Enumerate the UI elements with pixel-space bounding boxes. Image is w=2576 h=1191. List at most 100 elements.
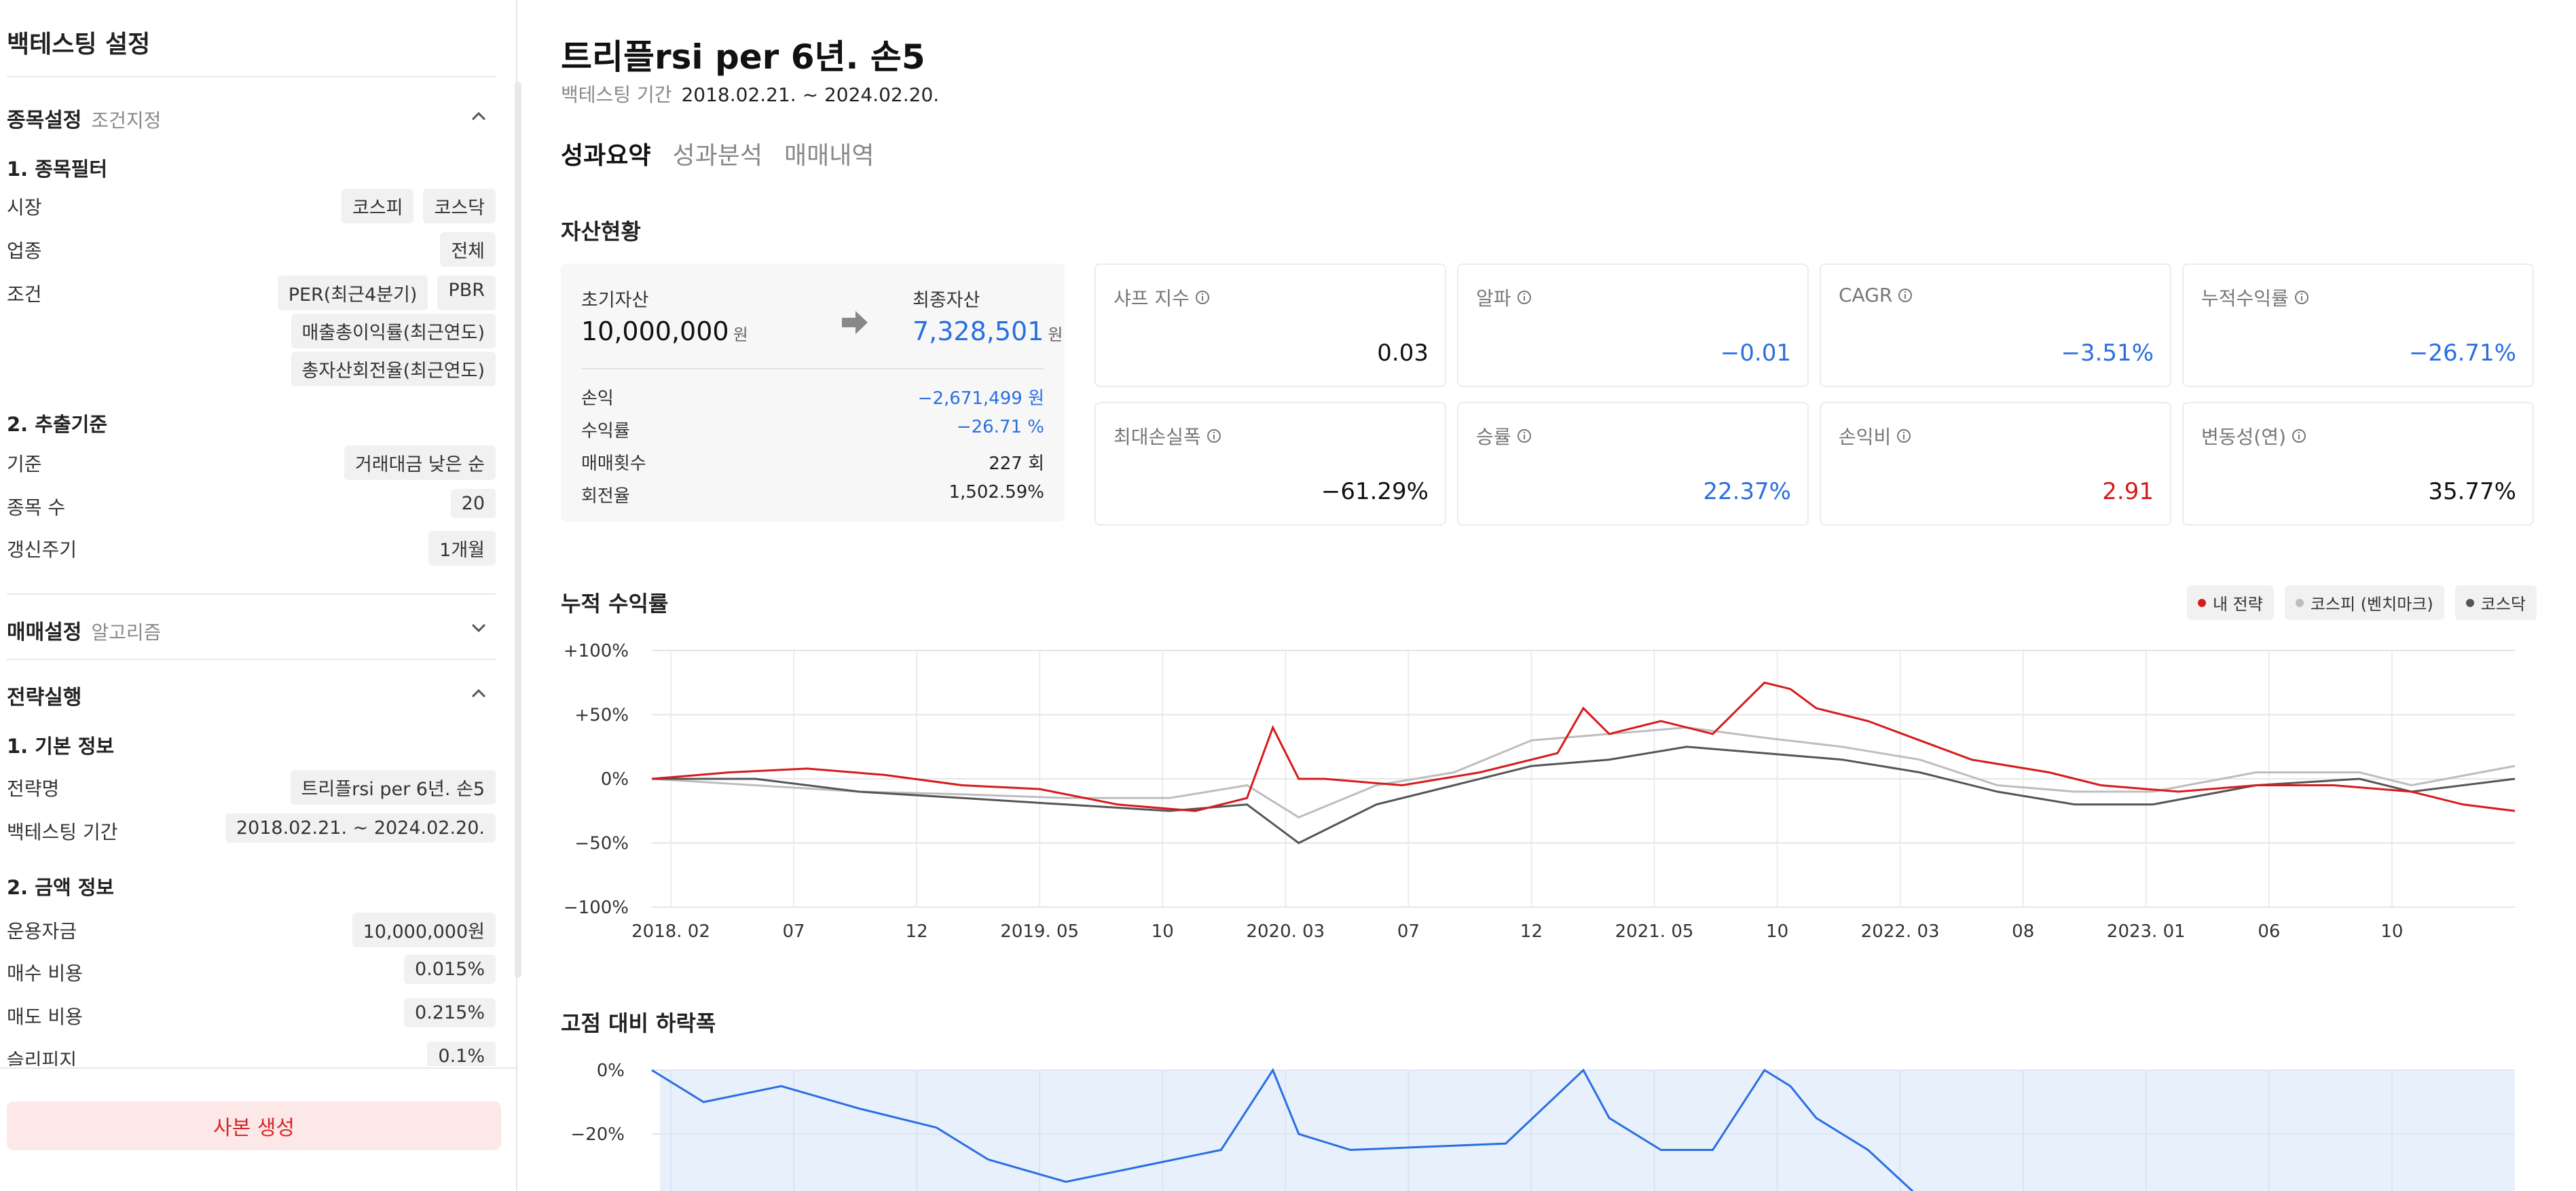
divider bbox=[7, 76, 496, 77]
stat-value: 22.37% bbox=[1703, 478, 1791, 505]
x-tick-label: 10 bbox=[1152, 921, 1174, 942]
asset-row-trades: 매매횟수 227 회 bbox=[581, 454, 1044, 474]
legend-label: 코스닥 bbox=[2480, 595, 2526, 614]
stat-value: −0.01 bbox=[1720, 340, 1791, 367]
final-asset-value: 7,328,501 원 bbox=[913, 316, 1063, 346]
basis-chip: 거래대금 낮은 순 bbox=[344, 445, 496, 480]
stat-card: 누적수익률 −26.71% bbox=[2182, 263, 2534, 387]
section-stock-title: 종목설정 bbox=[7, 109, 82, 132]
x-tick-label: 06 bbox=[2258, 921, 2280, 942]
basis-label: 기준 bbox=[7, 453, 42, 475]
stat-label-text: 승률 bbox=[1476, 426, 1511, 448]
refresh-cycle-label: 갱신주기 bbox=[7, 538, 77, 561]
info-icon[interactable] bbox=[2294, 290, 2309, 305]
info-icon[interactable] bbox=[1517, 290, 1532, 305]
x-tick-label: 2020. 03 bbox=[1246, 921, 1325, 942]
legend-dot bbox=[2465, 598, 2474, 607]
x-tick-label: 2021. 05 bbox=[1615, 921, 1694, 942]
cumulative-return-chart: +100% +50% 0% −50% −100%2018. 02 07 12 2019. 05… bbox=[564, 641, 2516, 942]
stat-label: CAGR bbox=[1839, 284, 1913, 306]
x-tick-label: 2018. 02 bbox=[631, 921, 710, 942]
legend-item[interactable]: 코스닥 bbox=[2454, 585, 2537, 620]
section-trade-title: 매매설정 bbox=[7, 621, 82, 644]
condition-label: 조건 bbox=[7, 283, 42, 306]
stat-card: 변동성(연) 35.77% bbox=[2182, 402, 2534, 526]
chevron-down-icon[interactable] bbox=[468, 618, 489, 638]
divider bbox=[7, 593, 496, 595]
info-icon[interactable] bbox=[1896, 428, 1911, 443]
section-trade-header[interactable]: 매매설정 알고리즘 bbox=[7, 615, 161, 645]
stat-value: −26.71% bbox=[2408, 340, 2516, 367]
sell-cost-chip: 0.215% bbox=[404, 998, 496, 1027]
x-tick-label: 10 bbox=[2380, 921, 2403, 942]
stat-label: 손익비 bbox=[1839, 422, 1911, 450]
stat-value: 35.77% bbox=[2428, 478, 2516, 505]
legend-dot bbox=[2197, 598, 2206, 607]
section-exec-header[interactable]: 전략실행 bbox=[7, 680, 81, 710]
stat-label-text: 누적수익률 bbox=[2201, 287, 2289, 310]
period-value: 2018.02.21. ~ 2024.02.20. bbox=[681, 84, 940, 106]
legend-item[interactable]: 코스피 (벤치마크) bbox=[2284, 585, 2444, 620]
chart-legend: 내 전략 코스피 (벤치마크) 코스닥 bbox=[2186, 585, 2537, 620]
initial-asset-label: 초기자산 bbox=[581, 290, 649, 311]
x-tick-label: 07 bbox=[783, 921, 805, 942]
stat-card: 알파 −0.01 bbox=[1457, 263, 1809, 387]
tab-trades[interactable]: 매매내역 bbox=[784, 142, 875, 170]
refresh-cycle-chip: 1개월 bbox=[428, 531, 496, 566]
buy-cost-label: 매수 비용 bbox=[7, 962, 83, 985]
sidebar-scroll-area[interactable]: 백테스팅 설정 종목설정 조건지정 1. 종목필터 시장 코스피 코스닥 업종 전… bbox=[0, 0, 516, 1066]
stat-card: CAGR −3.51% bbox=[1820, 263, 2171, 387]
page-title: 트리플rsi per 6년. 손5 bbox=[561, 37, 925, 77]
sidebar-title: 백테스팅 설정 bbox=[7, 31, 151, 58]
info-icon[interactable] bbox=[1517, 428, 1532, 443]
stock-count-chip: 20 bbox=[450, 489, 496, 518]
series-line bbox=[652, 746, 2516, 845]
legend-dot bbox=[2295, 598, 2304, 607]
y-tick-label: 0% bbox=[601, 769, 629, 790]
condition-chip-per: PER(최근4분기) bbox=[277, 276, 428, 310]
divider bbox=[0, 1067, 516, 1069]
industry-chip: 전체 bbox=[440, 232, 496, 267]
chevron-up-icon[interactable] bbox=[468, 683, 489, 703]
info-icon[interactable] bbox=[2292, 428, 2306, 443]
y-tick-label: −20% bbox=[570, 1124, 625, 1145]
condition-chip-pbr: PBR bbox=[437, 276, 496, 310]
legend-label: 내 전략 bbox=[2212, 595, 2263, 614]
info-icon[interactable] bbox=[1195, 290, 1210, 305]
drawdown-line bbox=[651, 1067, 1914, 1191]
info-icon[interactable] bbox=[1898, 288, 1913, 303]
x-tick-label: 12 bbox=[906, 921, 928, 942]
chevron-up-icon[interactable] bbox=[468, 106, 489, 126]
cumulative-return-title: 누적 수익률 bbox=[561, 591, 669, 617]
tab-summary[interactable]: 성과요약 bbox=[561, 142, 651, 170]
backtest-period-chip: 2018.02.21. ~ 2024.02.20. bbox=[225, 813, 496, 843]
stock-count-label: 종목 수 bbox=[7, 496, 66, 519]
tab-analysis[interactable]: 성과분석 bbox=[672, 142, 762, 170]
info-icon[interactable] bbox=[1207, 428, 1221, 443]
capital-label: 운용자금 bbox=[7, 920, 77, 942]
copy-button[interactable]: 사본 생성 bbox=[7, 1101, 501, 1150]
stat-card: 손익비 2.91 bbox=[1820, 402, 2171, 526]
sidebar-scrollbar[interactable] bbox=[515, 81, 521, 978]
stat-value: 0.03 bbox=[1377, 340, 1429, 367]
section-stock-subtitle: 조건지정 bbox=[91, 109, 162, 132]
y-tick-label: −50% bbox=[574, 834, 629, 854]
buy-cost-chip: 0.015% bbox=[404, 955, 496, 984]
tab-bar: 성과요약 성과분석 매매내역 bbox=[561, 136, 874, 171]
initial-asset-value: 10,000,000 원 bbox=[581, 316, 748, 346]
stat-label-text: 최대손실폭 bbox=[1114, 426, 1201, 448]
y-tick-label: +50% bbox=[574, 706, 629, 726]
stat-card: 승률 22.37% bbox=[1457, 402, 1809, 526]
slippage-chip: 0.1% bbox=[427, 1042, 496, 1066]
series-line bbox=[651, 726, 2516, 819]
amount-info-title: 2. 금액 정보 bbox=[7, 876, 115, 899]
stat-value: −61.29% bbox=[1321, 478, 1429, 505]
settings-sidebar: 백테스팅 설정 종목설정 조건지정 1. 종목필터 시장 코스피 코스닥 업종 전… bbox=[0, 0, 521, 1191]
strategy-name-label: 전략명 bbox=[7, 777, 60, 800]
section-stock-header[interactable]: 종목설정 조건지정 bbox=[7, 103, 161, 133]
backtest-period-label: 백테스팅 기간 bbox=[7, 821, 118, 843]
legend-item[interactable]: 내 전략 bbox=[2186, 585, 2274, 620]
asset-row-return: 수익률 −26.71 % bbox=[581, 417, 1044, 441]
x-tick-label: 08 bbox=[2012, 921, 2034, 942]
asset-row-pnl: 손익 −2,671,499 원 bbox=[581, 388, 1044, 409]
